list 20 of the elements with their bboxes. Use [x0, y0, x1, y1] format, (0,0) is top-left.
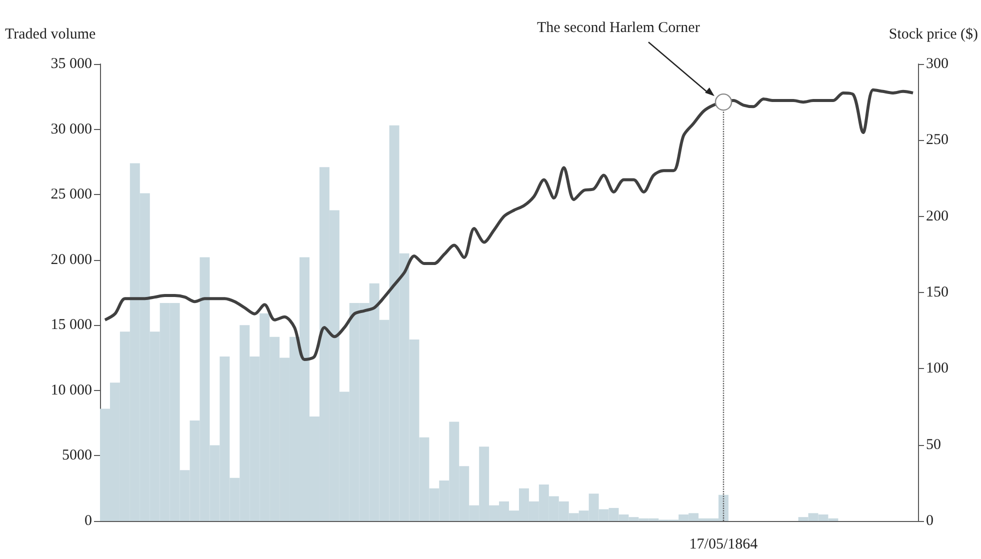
- line-series: [103, 88, 915, 362]
- y-tick-label: 20 000: [50, 252, 92, 268]
- y2-tick-label: 250: [926, 132, 948, 148]
- y2-tick-label: 200: [926, 208, 948, 224]
- y-axis-title: Traded volume: [5, 26, 96, 42]
- y2-tick-label: 50: [926, 436, 941, 453]
- y-tick-label: 35 000: [50, 56, 92, 72]
- y2-tick-label: 300: [926, 56, 948, 72]
- y-tick-label: 15 000: [50, 317, 92, 334]
- y2-tick-label: 100: [926, 360, 948, 377]
- y-tick-label: 25 000: [50, 186, 92, 203]
- y-tick-label: 0: [84, 513, 92, 529]
- text: The second Harlem Corner: [536, 20, 700, 38]
- y-tick-label: 5000: [62, 448, 92, 464]
- y-tick-label: 30 000: [50, 121, 92, 138]
- y2-axis-title: Stock price ($): [888, 26, 978, 42]
- y2-tick-label: 0: [926, 513, 934, 529]
- y2-tick-label: 150: [926, 284, 948, 300]
- y-tick-label: 10 000: [50, 382, 92, 398]
- x-tick-label: 17/05/1864: [689, 536, 758, 552]
